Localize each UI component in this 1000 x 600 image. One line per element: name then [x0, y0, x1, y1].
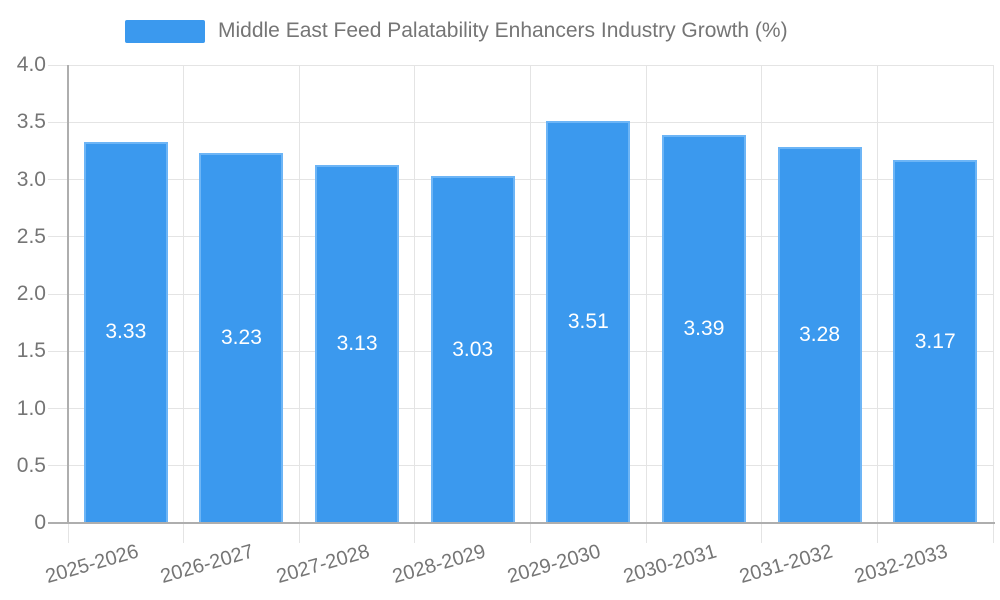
bar[interactable]: [777, 147, 862, 523]
y-gridline: [48, 121, 993, 123]
y-gridline: [48, 293, 993, 295]
bar-value-label: 3.03: [452, 337, 494, 361]
y-gridline: [48, 350, 993, 352]
bar[interactable]: [893, 160, 978, 523]
x-gridline: [761, 65, 763, 543]
y-gridline: [48, 408, 993, 409]
bar[interactable]: [315, 164, 400, 523]
bar-value-label: 3.23: [221, 326, 262, 350]
x-gridline: [645, 65, 647, 543]
legend-label: Middle East Feed Palatability Enhancers …: [218, 19, 788, 42]
y-tick-label: 0: [34, 511, 46, 534]
bar-value-label: 3.33: [105, 320, 147, 344]
y-tick-label: 4.0: [16, 53, 46, 76]
x-axis-line: [48, 522, 995, 524]
bar[interactable]: [546, 121, 631, 523]
bar-value-label: 3.13: [336, 331, 378, 355]
bar-value-label: 3.17: [914, 329, 956, 353]
legend-swatch-icon: [125, 19, 205, 43]
x-gridline: [992, 65, 994, 543]
x-gridline: [414, 65, 416, 543]
y-gridline: [48, 465, 993, 467]
y-gridline: [48, 236, 993, 238]
x-gridline: [876, 65, 878, 543]
y-axis-line: [67, 65, 69, 523]
x-gridline: [530, 65, 531, 543]
y-tick-label: 1.5: [16, 339, 46, 363]
bar-value-label: 3.51: [567, 310, 609, 334]
x-gridline: [183, 65, 185, 543]
y-tick-label: 2.5: [16, 224, 46, 248]
bar-value-label: 3.28: [799, 323, 840, 347]
y-tick-label: 1.0: [16, 396, 46, 420]
bar-value-label: 3.39: [683, 316, 725, 340]
y-tick-label: 3.0: [16, 167, 46, 191]
x-gridline: [298, 65, 300, 543]
y-tick-label: 0.5: [16, 453, 46, 477]
bar[interactable]: [83, 141, 168, 523]
y-tick-label: 2.0: [16, 282, 46, 305]
bar[interactable]: [661, 134, 746, 523]
bar[interactable]: [199, 153, 284, 523]
bar[interactable]: [430, 176, 515, 523]
y-tick-label: 3.5: [16, 110, 46, 134]
y-gridline: [48, 64, 993, 66]
chart-legend[interactable]: Middle East Feed Palatability Enhancers …: [125, 19, 788, 43]
y-gridline: [48, 179, 993, 180]
